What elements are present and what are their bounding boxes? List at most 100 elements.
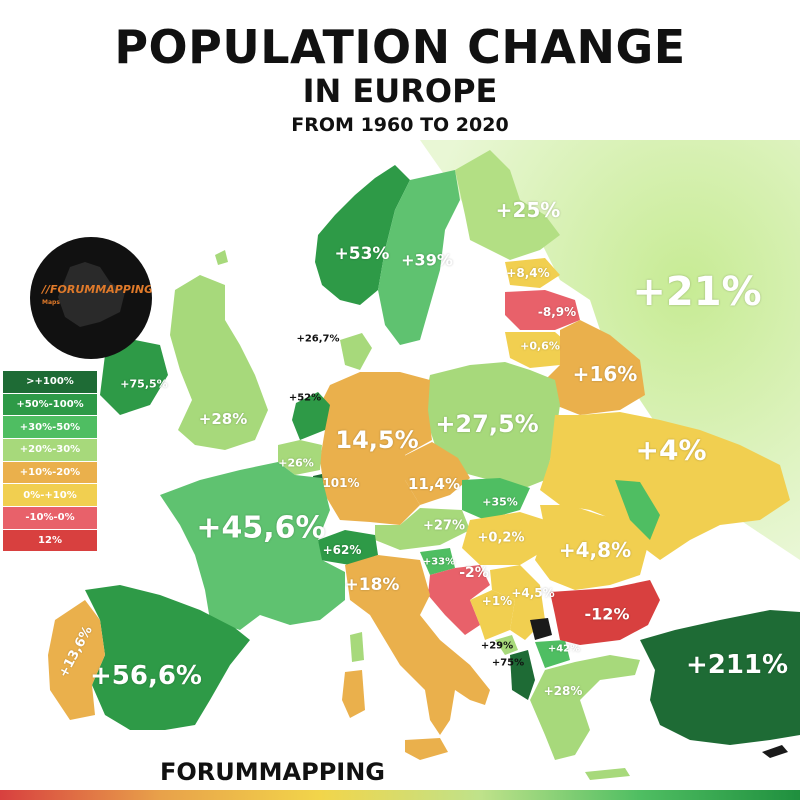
region-lithuania bbox=[505, 332, 570, 368]
region-ireland bbox=[100, 340, 168, 415]
label-ukraine: +4% bbox=[635, 433, 707, 467]
region-sardinia bbox=[342, 670, 365, 718]
region-uk bbox=[170, 275, 268, 450]
legend-item: 0%-+10% bbox=[3, 484, 97, 506]
region-italy bbox=[345, 555, 490, 735]
legend-label: 12% bbox=[38, 535, 62, 547]
region-poland bbox=[425, 362, 560, 490]
label-ireland: +75,5% bbox=[120, 377, 168, 391]
title-line-2: IN EUROPE bbox=[302, 72, 498, 110]
region-sweden bbox=[378, 170, 460, 345]
region-netherlands bbox=[292, 392, 330, 440]
region-cyprus bbox=[762, 745, 788, 758]
label-poland: +27,5% bbox=[435, 410, 539, 438]
label-denmark: +26,7% bbox=[296, 333, 340, 345]
label-latvia: -8,9% bbox=[537, 305, 577, 319]
region-crete bbox=[585, 768, 630, 780]
legend-label: 0%-+10% bbox=[23, 489, 77, 501]
label-turkey: +211% bbox=[685, 650, 789, 680]
label-slovenia: +33% bbox=[422, 556, 456, 568]
label-estonia: +8,4% bbox=[506, 266, 550, 280]
label-norway: +53% bbox=[334, 244, 390, 264]
label-czechia: 11,4% bbox=[407, 475, 461, 493]
label-austria: +27% bbox=[422, 518, 466, 534]
legend-item: +20%-30% bbox=[3, 439, 97, 461]
legend-item: >+100% bbox=[3, 371, 97, 393]
label-finland: +25% bbox=[495, 198, 561, 222]
forummapping-logo: //FORUMMAPPING Maps bbox=[30, 237, 152, 359]
label-netherlands: +52% bbox=[288, 392, 322, 404]
title-line-1: POPULATION CHANGE bbox=[114, 20, 686, 74]
region-kosovo bbox=[530, 618, 552, 640]
label-italy: +18% bbox=[344, 575, 400, 595]
label-lithuania: +0,6% bbox=[520, 339, 560, 353]
logo-subtext: Maps bbox=[42, 299, 60, 306]
region-romania bbox=[535, 505, 648, 590]
legend-item: +10%-20% bbox=[3, 461, 97, 484]
region-slovenia bbox=[420, 548, 455, 575]
label-sweden: +39% bbox=[401, 250, 453, 270]
label-bosnia: +4,5% bbox=[511, 586, 555, 600]
region-croatia bbox=[428, 565, 490, 635]
label-slovakia: +35% bbox=[482, 495, 518, 509]
label-france: +45,6% bbox=[196, 510, 326, 546]
label-belgium: +26% bbox=[278, 456, 314, 470]
region-albania bbox=[510, 650, 535, 700]
region-denmark bbox=[340, 333, 372, 370]
region-slovakia bbox=[462, 478, 530, 520]
region-macedonia bbox=[535, 640, 570, 668]
europe-silhouette-icon bbox=[58, 262, 125, 327]
legend-item: -10%-0% bbox=[3, 507, 97, 529]
footer-brand: FORUMMAPPING bbox=[160, 758, 385, 786]
region-sicily bbox=[405, 738, 448, 760]
legend-label: -10%-0% bbox=[25, 512, 75, 524]
region-greece bbox=[530, 655, 640, 760]
legend-label: +30%-50% bbox=[19, 421, 81, 433]
region-shetland bbox=[215, 250, 228, 265]
label-hungary: +0,2% bbox=[477, 530, 525, 546]
region-belarus bbox=[545, 320, 645, 415]
legend-item: +50%-100% bbox=[3, 393, 97, 416]
label-russia: +21% bbox=[632, 269, 762, 315]
region-finland bbox=[455, 150, 560, 260]
title-line-3: FROM 1960 TO 2020 bbox=[291, 114, 509, 136]
region-austria bbox=[375, 508, 470, 550]
label-serbia: +1% bbox=[481, 594, 513, 608]
label-luxembourg: 101% bbox=[322, 476, 360, 490]
legend-label: +10%-20% bbox=[19, 467, 81, 478]
legend-item: 12% bbox=[3, 529, 97, 552]
label-uk: +28% bbox=[198, 410, 248, 428]
region-germany bbox=[320, 372, 432, 525]
label-germany: 14,5% bbox=[335, 426, 419, 454]
label-greece: +28% bbox=[543, 684, 583, 698]
region-switzerland bbox=[318, 530, 378, 565]
region-hungary bbox=[462, 512, 545, 565]
label-switzerland: +62% bbox=[322, 543, 362, 557]
region-bosnia bbox=[470, 590, 515, 640]
region-ukraine bbox=[540, 412, 790, 560]
logo-text: //FORUMMAPPING bbox=[42, 283, 152, 296]
legend-label: +50%-100% bbox=[16, 398, 84, 410]
label-bulgaria: -12% bbox=[584, 604, 630, 624]
label-montenegro: +29% bbox=[480, 640, 514, 652]
label-croatia: -2% bbox=[459, 565, 489, 581]
region-belgium bbox=[278, 440, 322, 475]
region-czechia bbox=[400, 442, 470, 505]
bottom-color-strip bbox=[0, 790, 800, 800]
region-latvia bbox=[505, 290, 580, 330]
region-estonia bbox=[505, 258, 560, 288]
label-belarus: +16% bbox=[572, 362, 638, 386]
region-moldova bbox=[615, 480, 660, 540]
region-turkey bbox=[640, 610, 800, 745]
label-spain: +56,6% bbox=[90, 661, 202, 691]
region-spain bbox=[85, 585, 250, 730]
region-portugal bbox=[48, 600, 105, 720]
legend-item: +30%-50% bbox=[3, 416, 97, 438]
label-macedonia: +42% bbox=[547, 643, 581, 655]
region-bulgaria bbox=[550, 580, 660, 645]
label-albania: +75% bbox=[491, 657, 525, 669]
region-corsica bbox=[350, 632, 364, 662]
region-montenegro bbox=[495, 635, 518, 655]
